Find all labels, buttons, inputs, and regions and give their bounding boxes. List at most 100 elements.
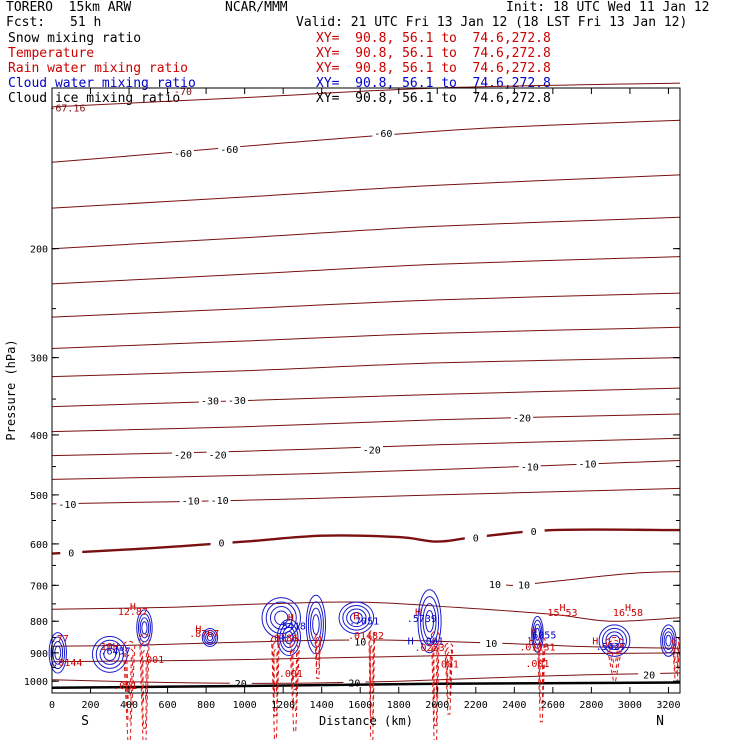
temperature-contour-label: -20 — [174, 450, 192, 461]
rain-water-contour — [272, 642, 279, 717]
field-annotation: .001 — [435, 659, 459, 670]
field-annotation: 15.53 — [547, 608, 577, 619]
field-annotation: .0186 — [268, 633, 298, 644]
field-annotation: H — [415, 607, 421, 618]
contour-annotations: H12.87 H15.53 H16.58H.8767H.5418.0186H.705… — [49, 87, 643, 692]
field-annotation: .7051 — [349, 617, 379, 628]
field-annotation: H — [592, 637, 598, 648]
legend-snow-xy: XY= 90.8, 56.1 to 74.6,272.8 — [316, 31, 551, 46]
rain-water-contour — [271, 635, 280, 740]
field-annotation: H — [353, 612, 359, 623]
temperature-contour-label: -60 — [174, 149, 192, 160]
temperature-contour — [51, 487, 681, 505]
cloud-water-contour — [349, 611, 363, 624]
y-axis-label: Pressure (hPa) — [4, 339, 18, 440]
field-annotation: .001 — [525, 659, 549, 670]
rain-water-contour — [124, 647, 134, 722]
x-tick-label: 1200 — [271, 700, 295, 711]
plot-frame — [51, 87, 681, 694]
cloud-water-contour — [276, 618, 302, 656]
temperature-contour-label: -20 — [209, 450, 227, 461]
rain-water-contour — [139, 633, 150, 740]
legend-cloud-water-xy: XY= 90.8, 56.1 to 74.6,272.8 — [316, 76, 551, 91]
cloud-water-contour — [206, 633, 214, 642]
temperature-label-bg — [360, 443, 383, 455]
temperature-label-bg — [638, 668, 661, 680]
temperature-contour-label: 10 — [518, 581, 530, 592]
y-tick-label: 700 — [30, 581, 48, 592]
rain-water-contour — [290, 643, 299, 712]
rain-water-contour — [607, 639, 622, 673]
x-tick-label: 1000 — [233, 700, 257, 711]
rain-water-contour — [433, 647, 438, 699]
cloud-water-contour — [338, 601, 375, 635]
center-title: NCAR/MMM — [225, 0, 288, 15]
rain-water-contour — [446, 651, 451, 684]
legend-cloud-water-name: Cloud water mixing ratio — [8, 76, 196, 91]
rain-water-contour — [674, 642, 679, 663]
field-annotation: 12.87 — [118, 607, 148, 618]
temperature-label-bg — [229, 676, 252, 688]
rain-water-contour — [536, 636, 546, 723]
cloud-water-contour — [312, 614, 320, 635]
legend-snow-name: Snow mixing ratio — [8, 31, 142, 46]
cloud-water-contour — [205, 631, 215, 644]
field-annotation: .5627 — [596, 642, 626, 653]
cloud-water-contour — [342, 605, 371, 631]
temperature-contour — [51, 357, 681, 378]
cloud-water-contour — [605, 631, 624, 650]
field-annotation: .001 — [140, 655, 164, 666]
temperature-contour — [51, 413, 681, 433]
temperature-contour-label: 0 — [473, 534, 479, 545]
temperature-label-bg — [218, 142, 241, 154]
temperature-label-bg — [511, 411, 534, 423]
temperature-label-bg — [484, 578, 507, 590]
rain-water-contour — [370, 645, 374, 693]
temperature-contour-label: 20 — [643, 670, 655, 681]
temperature-contour-label: -10 — [211, 496, 229, 507]
cloud-water-contour — [417, 589, 442, 654]
temperature-contour — [51, 387, 681, 408]
temperature-contour-label: 0 — [68, 549, 74, 560]
x-tick-label: 0 — [49, 700, 55, 711]
temperature-contour-label: 10 — [489, 580, 501, 591]
y-tick-label: 200 — [30, 245, 48, 256]
cloud-water-contour — [137, 613, 151, 643]
temperature-contour — [51, 639, 681, 649]
y-tick-label: 300 — [30, 354, 48, 365]
field-annotation: H — [195, 625, 201, 636]
x-tick-label: 400 — [120, 700, 138, 711]
rain-water-contour — [368, 630, 376, 740]
temperature-contour-label: -60 — [220, 145, 238, 156]
cloud-water-contour — [141, 621, 148, 635]
x-tick-label: 2600 — [541, 700, 565, 711]
field-annotation: H .001 — [408, 637, 444, 648]
rain-water-contour — [430, 630, 440, 740]
cloud-water-contour — [203, 629, 217, 646]
temperature-contour — [51, 256, 681, 285]
legend-temperature-xy: XY= 90.8, 56.1 to 74.6,272.8 — [316, 46, 551, 61]
field-annotation: H — [288, 613, 294, 624]
forecast-label: Fcst: — [6, 15, 46, 30]
cloud-water-contour — [608, 634, 621, 647]
y-tick-label: 400 — [30, 431, 48, 442]
cloud-water-contour — [660, 624, 677, 657]
field-annotation: H — [559, 603, 565, 614]
temperature-label-bg — [512, 578, 535, 590]
temperature-contour-label: 10 — [485, 639, 497, 650]
temperature-contour-label: -10 — [58, 500, 76, 511]
cloud-water-contour — [48, 632, 67, 674]
temperature-label-bg — [208, 494, 231, 506]
x-tick-label: 1800 — [387, 700, 411, 711]
field-annotation: .01131 — [519, 642, 555, 653]
cloud-water-contour — [425, 609, 435, 633]
temperature-contour-label: 20 — [235, 679, 247, 690]
x-tick-label: 3200 — [656, 700, 680, 711]
temperature-contour — [51, 437, 681, 457]
temperature-label-bg — [198, 394, 221, 406]
cloud-water-contour — [532, 619, 543, 649]
temperature-label-bg — [210, 536, 233, 548]
field-annotation: H — [529, 636, 535, 647]
field-annotation: .0144 — [52, 658, 82, 669]
